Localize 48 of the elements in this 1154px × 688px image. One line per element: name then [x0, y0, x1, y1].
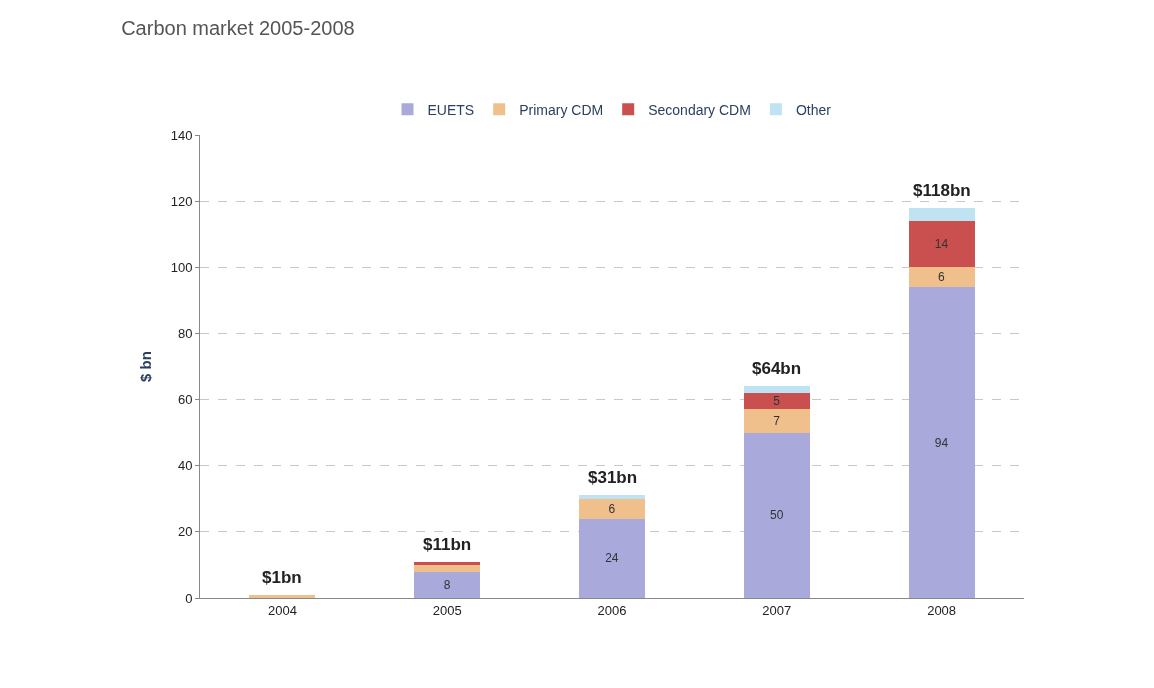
bar [908, 287, 975, 598]
x-tick-label: 2004 [267, 602, 297, 618]
y-tick-label: 100 [170, 259, 193, 275]
data-label: 14 [934, 237, 949, 252]
data-label: 6 [938, 270, 946, 285]
data-label: 50 [769, 508, 784, 523]
bar [743, 432, 810, 598]
bar [908, 220, 975, 268]
total-label: $1bn [262, 568, 302, 587]
total-label: $118bn [913, 181, 971, 200]
bar [414, 571, 481, 598]
data-label: 7 [773, 414, 781, 429]
bar [743, 392, 810, 410]
data-label: 94 [934, 435, 949, 450]
legend-label: EUETS [427, 101, 475, 118]
bar [579, 495, 645, 499]
y-tick-label: 80 [177, 325, 193, 341]
y-tick-label: 140 [170, 127, 193, 143]
total-label: $64bn [752, 359, 802, 378]
chart-title: Carbon market 2005-2008 [121, 16, 355, 39]
y-axis-title: $ bn [136, 351, 154, 382]
bar [908, 267, 975, 288]
bar [908, 207, 975, 221]
data-label: 24 [605, 551, 619, 566]
x-tick-label: 2007 [762, 602, 792, 618]
legend-label: Other [795, 101, 832, 118]
y-tick-label: 0 [185, 590, 193, 606]
bar [743, 386, 810, 393]
bar [414, 564, 481, 572]
y-tick-label: 120 [170, 193, 193, 209]
bar [249, 594, 316, 598]
bar [414, 561, 481, 565]
x-tick-label: 2006 [597, 602, 627, 618]
x-tick-label: 2008 [927, 602, 957, 618]
legend-label: Primary CDM [519, 101, 604, 118]
data-label: 8 [443, 577, 451, 592]
bar [579, 498, 645, 519]
legend-label: Secondary CDM [648, 101, 751, 118]
total-label: $31bn [588, 468, 638, 487]
bar [579, 518, 645, 598]
y-tick-label: 20 [177, 524, 193, 540]
total-label: $11bn [423, 535, 472, 554]
bar [743, 409, 810, 433]
x-tick-label: 2005 [432, 602, 462, 618]
data-label: 5 [773, 394, 781, 409]
y-tick-label: 40 [177, 458, 193, 474]
data-label: 6 [608, 501, 616, 516]
y-tick-label: 60 [177, 392, 193, 408]
